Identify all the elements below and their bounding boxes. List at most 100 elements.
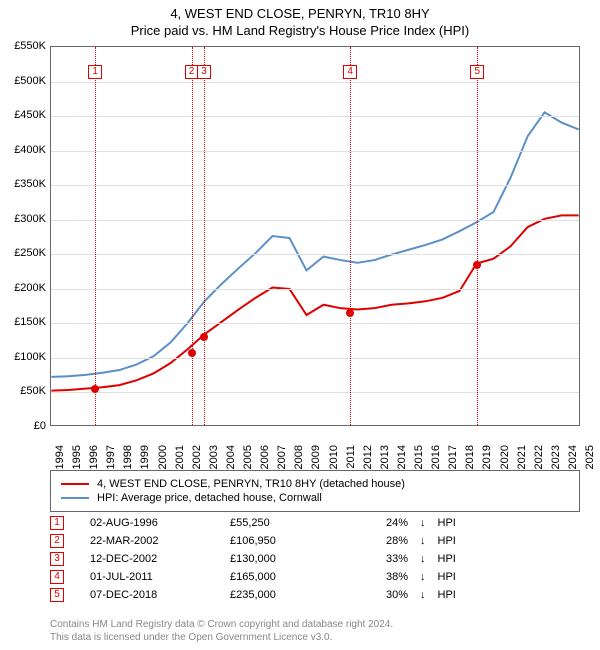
gridline-h <box>51 358 579 359</box>
gridline-h <box>51 82 579 83</box>
chart-container: 4, WEST END CLOSE, PENRYN, TR10 8HY Pric… <box>0 0 600 650</box>
transaction-row: 102-AUG-1996£55,25024%↓HPI <box>50 514 580 532</box>
transaction-row: 312-DEC-2002£130,00033%↓HPI <box>50 550 580 568</box>
footer-line-2: This data is licensed under the Open Gov… <box>50 631 580 644</box>
transaction-vline <box>95 47 96 425</box>
transactions-table: 102-AUG-1996£55,25024%↓HPI222-MAR-2002£1… <box>50 514 580 604</box>
x-axis-label: 2013 <box>379 445 391 479</box>
gridline-h <box>51 151 579 152</box>
down-arrow-icon: ↓ <box>416 517 430 529</box>
y-axis-label: £400K <box>2 144 46 156</box>
x-axis-label: 2022 <box>533 445 545 479</box>
transaction-point <box>188 349 196 357</box>
transaction-hpi-label: HPI <box>438 535 456 547</box>
y-axis-label: £500K <box>2 75 46 87</box>
transaction-price: £130,000 <box>230 553 350 565</box>
x-axis-label: 2023 <box>550 445 562 479</box>
gridline-h <box>51 323 579 324</box>
transaction-row: 507-DEC-2018£235,00030%↓HPI <box>50 586 580 604</box>
down-arrow-icon: ↓ <box>416 553 430 565</box>
x-axis-label: 2016 <box>430 445 442 479</box>
x-axis-label: 2024 <box>567 445 579 479</box>
x-axis-label: 2008 <box>293 445 305 479</box>
x-axis-label: 1999 <box>139 445 151 479</box>
transaction-hpi-label: HPI <box>438 553 456 565</box>
x-axis-label: 2006 <box>259 445 271 479</box>
legend-item-hpi: HPI: Average price, detached house, Corn… <box>61 491 569 505</box>
x-axis-label: 2001 <box>174 445 186 479</box>
legend-label-hpi: HPI: Average price, detached house, Corn… <box>97 492 322 504</box>
gridline-h <box>51 185 579 186</box>
x-axis-label: 2017 <box>447 445 459 479</box>
transaction-marker: 4 <box>343 65 357 79</box>
y-axis-label: £150K <box>2 316 46 328</box>
x-axis-label: 2025 <box>584 445 596 479</box>
chart-subtitle: Price paid vs. HM Land Registry's House … <box>0 21 600 38</box>
transaction-number: 1 <box>50 516 64 530</box>
transaction-point <box>346 309 354 317</box>
y-axis-label: £200K <box>2 282 46 294</box>
x-axis-label: 2011 <box>345 445 357 479</box>
x-axis-label: 2005 <box>242 445 254 479</box>
legend-swatch-hpi <box>61 497 89 499</box>
gridline-h <box>51 220 579 221</box>
transaction-hpi-label: HPI <box>438 517 456 529</box>
y-axis-label: £100K <box>2 351 46 363</box>
x-axis-label: 2009 <box>310 445 322 479</box>
x-axis-label: 2002 <box>191 445 203 479</box>
x-axis-label: 2000 <box>157 445 169 479</box>
transaction-row: 222-MAR-2002£106,95028%↓HPI <box>50 532 580 550</box>
transaction-point <box>200 333 208 341</box>
transaction-marker: 1 <box>88 65 102 79</box>
x-axis-label: 2019 <box>481 445 493 479</box>
series-line-property <box>51 215 578 390</box>
chart-lines-svg <box>51 47 579 425</box>
x-axis-label: 2020 <box>499 445 511 479</box>
chart-footer: Contains HM Land Registry data © Crown c… <box>50 618 580 644</box>
y-axis-label: £550K <box>2 40 46 52</box>
x-axis-label: 2018 <box>464 445 476 479</box>
x-axis-label: 1998 <box>122 445 134 479</box>
transaction-price: £106,950 <box>230 535 350 547</box>
x-axis-label: 2014 <box>396 445 408 479</box>
y-axis-label: £450K <box>2 109 46 121</box>
transaction-date: 07-DEC-2018 <box>72 589 222 601</box>
legend-label-property: 4, WEST END CLOSE, PENRYN, TR10 8HY (det… <box>97 478 405 490</box>
transaction-number: 4 <box>50 570 64 584</box>
x-axis-label: 2021 <box>516 445 528 479</box>
x-axis-label: 2003 <box>208 445 220 479</box>
transaction-marker: 3 <box>197 65 211 79</box>
transaction-date: 01-JUL-2011 <box>72 571 222 583</box>
transaction-vline <box>204 47 205 425</box>
transaction-date: 22-MAR-2002 <box>72 535 222 547</box>
series-line-hpi <box>51 112 578 377</box>
transaction-hpi-label: HPI <box>438 589 456 601</box>
down-arrow-icon: ↓ <box>416 571 430 583</box>
x-axis-label: 2012 <box>362 445 374 479</box>
y-axis-label: £350K <box>2 178 46 190</box>
x-axis-label: 2004 <box>225 445 237 479</box>
legend-swatch-property <box>61 483 89 485</box>
x-axis-label: 2015 <box>413 445 425 479</box>
x-axis-label: 1995 <box>71 445 83 479</box>
transaction-date: 02-AUG-1996 <box>72 517 222 529</box>
y-axis-label: £50K <box>2 385 46 397</box>
transaction-pct: 30% <box>358 589 408 601</box>
transaction-vline <box>477 47 478 425</box>
transaction-pct: 28% <box>358 535 408 547</box>
transaction-price: £235,000 <box>230 589 350 601</box>
transaction-pct: 38% <box>358 571 408 583</box>
y-axis-label: £0 <box>2 420 46 432</box>
x-axis-label: 1994 <box>54 445 66 479</box>
chart-title: 4, WEST END CLOSE, PENRYN, TR10 8HY <box>0 0 600 21</box>
legend-item-property: 4, WEST END CLOSE, PENRYN, TR10 8HY (det… <box>61 477 569 491</box>
y-axis-label: £300K <box>2 213 46 225</box>
transaction-point <box>91 385 99 393</box>
transaction-hpi-label: HPI <box>438 571 456 583</box>
down-arrow-icon: ↓ <box>416 589 430 601</box>
transaction-vline <box>350 47 351 425</box>
x-axis-label: 2007 <box>276 445 288 479</box>
transaction-marker: 5 <box>470 65 484 79</box>
x-axis-label: 1997 <box>105 445 117 479</box>
transaction-point <box>473 261 481 269</box>
